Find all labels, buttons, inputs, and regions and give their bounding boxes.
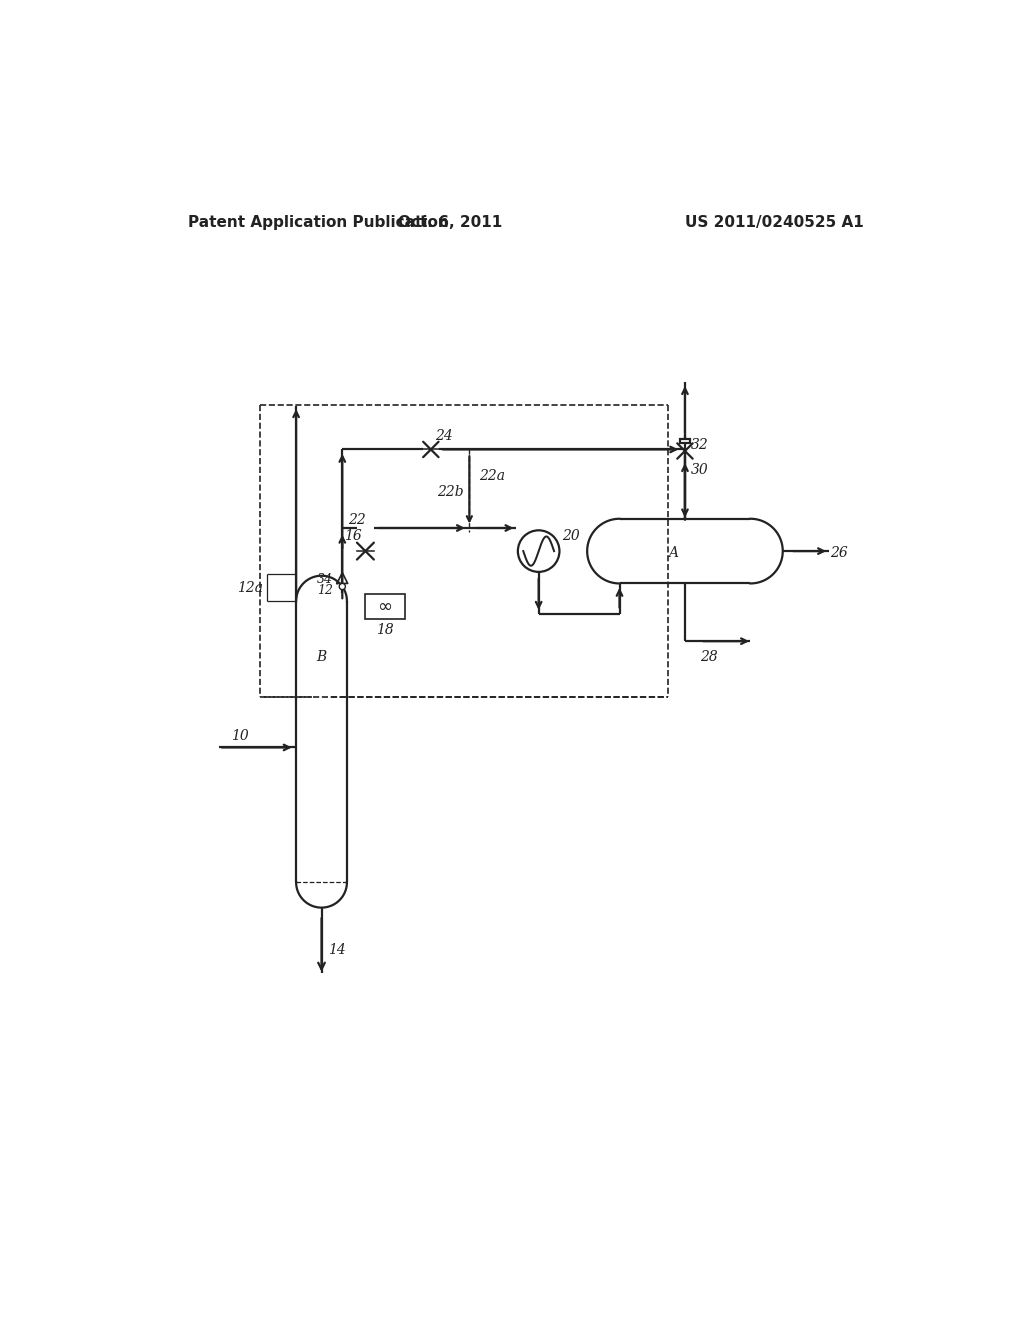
Bar bbox=[365, 594, 404, 619]
Text: 14: 14 bbox=[328, 942, 345, 957]
Text: 30: 30 bbox=[691, 463, 709, 478]
Text: 18: 18 bbox=[376, 623, 393, 636]
Circle shape bbox=[339, 583, 345, 590]
Text: 16: 16 bbox=[344, 529, 361, 543]
Text: 26: 26 bbox=[830, 545, 848, 560]
Text: ∞: ∞ bbox=[377, 598, 392, 615]
Text: 22a: 22a bbox=[478, 470, 505, 483]
Bar bbox=[680, 440, 690, 444]
Text: B: B bbox=[316, 649, 327, 664]
Text: 22b: 22b bbox=[436, 484, 463, 499]
Text: 10: 10 bbox=[230, 729, 249, 743]
Text: Oct. 6, 2011: Oct. 6, 2011 bbox=[398, 215, 502, 230]
Text: 12: 12 bbox=[317, 583, 333, 597]
Text: Patent Application Publication: Patent Application Publication bbox=[188, 215, 450, 230]
Circle shape bbox=[518, 531, 559, 572]
Text: 34: 34 bbox=[317, 573, 333, 586]
Text: 24: 24 bbox=[435, 429, 453, 442]
Text: 22: 22 bbox=[348, 513, 367, 527]
Text: 20: 20 bbox=[562, 529, 580, 543]
Text: A: A bbox=[669, 545, 679, 560]
Text: US 2011/0240525 A1: US 2011/0240525 A1 bbox=[685, 215, 863, 230]
Text: 28: 28 bbox=[700, 649, 718, 664]
Text: 32: 32 bbox=[691, 438, 709, 451]
Text: 12a: 12a bbox=[237, 581, 263, 595]
